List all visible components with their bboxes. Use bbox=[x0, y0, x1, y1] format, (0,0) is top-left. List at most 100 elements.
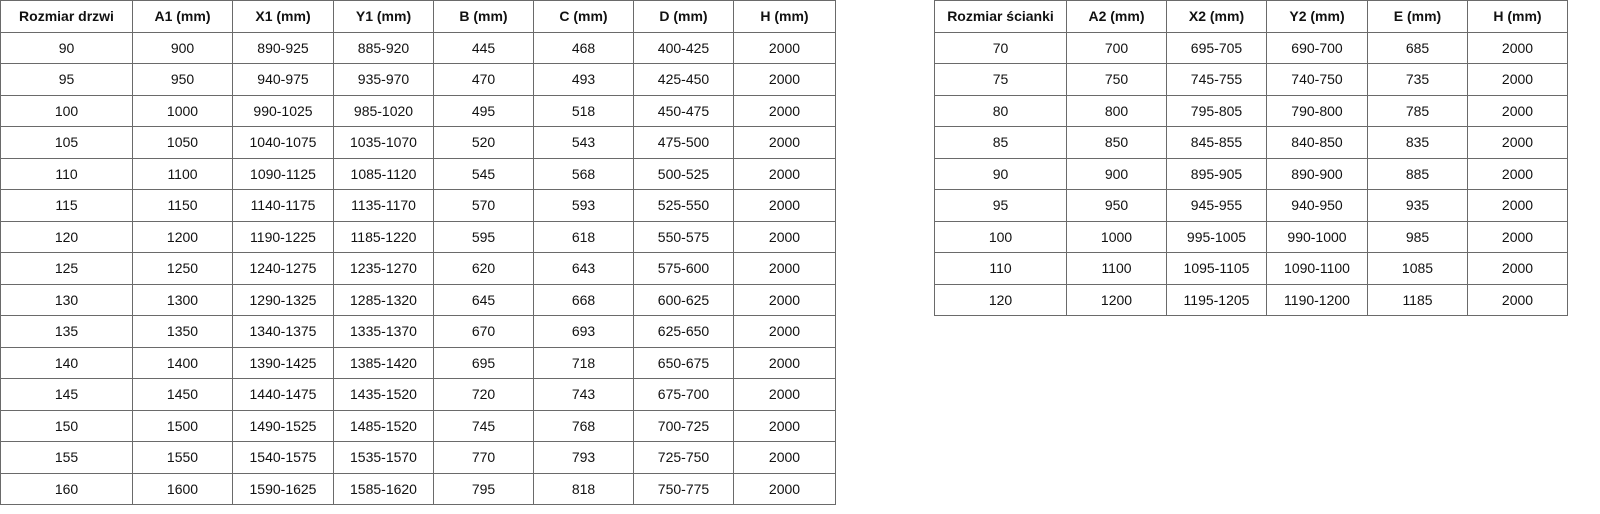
table-cell: 650-675 bbox=[633, 346, 734, 379]
column-header: D (mm) bbox=[633, 0, 734, 33]
table-cell: 1090-1100 bbox=[1266, 252, 1368, 285]
table-row: 150 1500 1490-1525 1485-1520 745 768 700-725 20… bbox=[0, 409, 836, 442]
table-cell: 1200 bbox=[132, 220, 233, 253]
column-header: C (mm) bbox=[533, 0, 634, 33]
table-cell: 1385-1420 bbox=[333, 346, 434, 379]
table-cell: 1085-1120 bbox=[333, 157, 434, 190]
table-cell: 900 bbox=[132, 31, 233, 64]
table-cell: 518 bbox=[533, 94, 634, 127]
table-cell: 1000 bbox=[132, 94, 233, 127]
column-header: Y1 (mm) bbox=[333, 0, 434, 33]
table-row: 85 850 845-855 840-850 835 2000 bbox=[934, 126, 1568, 159]
column-header: A1 (mm) bbox=[132, 0, 233, 33]
table-cell: 80 bbox=[934, 94, 1067, 127]
table-cell: 110 bbox=[0, 157, 133, 190]
table-cell: 668 bbox=[533, 283, 634, 316]
table-cell: 475-500 bbox=[633, 126, 734, 159]
table-cell: 768 bbox=[533, 409, 634, 442]
table-cell: 1500 bbox=[132, 409, 233, 442]
table-cell: 495 bbox=[433, 94, 534, 127]
table-cell: 85 bbox=[934, 126, 1067, 159]
table-cell: 1200 bbox=[1066, 283, 1167, 316]
table-cell: 100 bbox=[0, 94, 133, 127]
table-row: 130 1300 1290-1325 1285-1320 645 668 600-625 20… bbox=[0, 283, 836, 316]
table-cell: 1190-1200 bbox=[1266, 283, 1368, 316]
table-row: 100 1000 995-1005 990-1000 985 2000 bbox=[934, 220, 1568, 253]
table-cell: 675-700 bbox=[633, 378, 734, 411]
table-cell: 685 bbox=[1367, 31, 1468, 64]
table-cell: 1050 bbox=[132, 126, 233, 159]
table-cell: 1100 bbox=[132, 157, 233, 190]
table-cell: 155 bbox=[0, 441, 133, 474]
table-cell: 1390-1425 bbox=[232, 346, 334, 379]
table-cell: 2000 bbox=[1467, 31, 1568, 64]
table-cell: 743 bbox=[533, 378, 634, 411]
column-header: Rozmiar drzwi bbox=[0, 0, 133, 33]
table-cell: 1000 bbox=[1066, 220, 1167, 253]
table-cell: 670 bbox=[433, 315, 534, 348]
table-cell: 2000 bbox=[733, 157, 836, 190]
column-header: A2 (mm) bbox=[1066, 0, 1167, 33]
table-cell: 150 bbox=[0, 409, 133, 442]
table-cell: 2000 bbox=[1467, 157, 1568, 190]
table-cell: 793 bbox=[533, 441, 634, 474]
table-row: 160 1600 1590-1625 1585-1620 795 818 750-775 20… bbox=[0, 472, 836, 505]
table-cell: 95 bbox=[0, 63, 133, 96]
table-cell: 1490-1525 bbox=[232, 409, 334, 442]
header-row: Rozmiar ścianki A2 (mm) X2 (mm) Y2 (mm) E (m… bbox=[934, 0, 1568, 33]
table-cell: 2000 bbox=[1467, 63, 1568, 96]
table-cell: 735 bbox=[1367, 63, 1468, 96]
table-cell: 935-970 bbox=[333, 63, 434, 96]
table-cell: 990-1000 bbox=[1266, 220, 1368, 253]
table-cell: 618 bbox=[533, 220, 634, 253]
table-cell: 105 bbox=[0, 126, 133, 159]
table-cell: 1300 bbox=[132, 283, 233, 316]
table-cell: 2000 bbox=[1467, 94, 1568, 127]
table-cell: 135 bbox=[0, 315, 133, 348]
table-cell: 700 bbox=[1066, 31, 1167, 64]
table-cell: 2000 bbox=[1467, 252, 1568, 285]
table-cell: 645 bbox=[433, 283, 534, 316]
table-cell: 543 bbox=[533, 126, 634, 159]
table-cell: 835 bbox=[1367, 126, 1468, 159]
table-cell: 950 bbox=[1066, 189, 1167, 222]
table-cell: 520 bbox=[433, 126, 534, 159]
table-cell: 1040-1075 bbox=[232, 126, 334, 159]
table-cell: 2000 bbox=[1467, 126, 1568, 159]
table-cell: 750 bbox=[1066, 63, 1167, 96]
table-cell: 1085 bbox=[1367, 252, 1468, 285]
table-cell: 625-650 bbox=[633, 315, 734, 348]
table-cell: 1340-1375 bbox=[232, 315, 334, 348]
table-cell: 940-975 bbox=[232, 63, 334, 96]
table-cell: 1240-1275 bbox=[232, 252, 334, 285]
column-header: Rozmiar ścianki bbox=[934, 0, 1067, 33]
table-cell: 2000 bbox=[733, 441, 836, 474]
table-row: 95 950 940-975 935-970 470 493 425-450 2000 bbox=[0, 63, 836, 96]
table-cell: 575-600 bbox=[633, 252, 734, 285]
column-header: H (mm) bbox=[733, 0, 836, 33]
table-cell: 568 bbox=[533, 157, 634, 190]
table-cell: 750-775 bbox=[633, 472, 734, 505]
table-cell: 1195-1205 bbox=[1166, 283, 1267, 316]
table-cell: 493 bbox=[533, 63, 634, 96]
table-cell: 2000 bbox=[733, 378, 836, 411]
table-cell: 718 bbox=[533, 346, 634, 379]
table-cell: 450-475 bbox=[633, 94, 734, 127]
column-header: E (mm) bbox=[1367, 0, 1468, 33]
table-cell: 2000 bbox=[733, 31, 836, 64]
table-cell: 620 bbox=[433, 252, 534, 285]
table-cell: 2000 bbox=[733, 189, 836, 222]
table-cell: 1550 bbox=[132, 441, 233, 474]
table-row: 155 1550 1540-1575 1535-1570 770 793 725-750 20… bbox=[0, 441, 836, 474]
table-cell: 1035-1070 bbox=[333, 126, 434, 159]
table-cell: 120 bbox=[934, 283, 1067, 316]
table-cell: 1435-1520 bbox=[333, 378, 434, 411]
table-cell: 740-750 bbox=[1266, 63, 1368, 96]
table-cell: 990-1025 bbox=[232, 94, 334, 127]
table-row: 145 1450 1440-1475 1435-1520 720 743 675-700 20… bbox=[0, 378, 836, 411]
table-cell: 745 bbox=[433, 409, 534, 442]
table-row: 75 750 745-755 740-750 735 2000 bbox=[934, 63, 1568, 96]
table-cell: 840-850 bbox=[1266, 126, 1368, 159]
table-row: 125 1250 1240-1275 1235-1270 620 643 575-600 20… bbox=[0, 252, 836, 285]
table-cell: 1095-1105 bbox=[1166, 252, 1267, 285]
